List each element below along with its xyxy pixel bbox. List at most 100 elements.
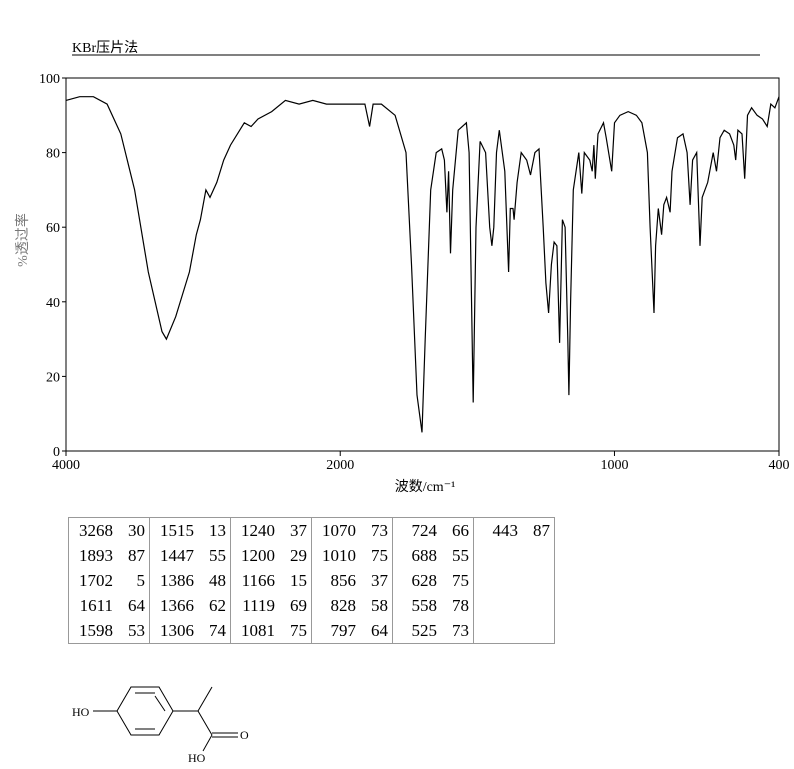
- peak-entry: 1447 55: [154, 543, 226, 568]
- chart-title: KBr压片法: [72, 40, 138, 56]
- peak-wavenumber: 1081: [241, 621, 275, 640]
- peak-wavenumber: 828: [330, 596, 357, 615]
- peak-transmittance: 55: [452, 546, 469, 565]
- peak-transmittance: 78: [452, 596, 469, 615]
- peak-wavenumber: 1366: [160, 596, 194, 615]
- peak-entry: 1240 37: [235, 518, 307, 543]
- peak-transmittance: 55: [209, 546, 226, 565]
- peak-wavenumber: 1070: [322, 521, 356, 540]
- peak-transmittance: 74: [209, 621, 226, 640]
- x-axis-label: 波数/cm⁻¹: [395, 479, 456, 495]
- peak-entry: 3268 30: [73, 518, 145, 543]
- plot-frame: [65, 77, 780, 452]
- x-tick-label: 1000: [600, 458, 628, 473]
- peak-entry: 1893 87: [73, 543, 145, 568]
- y-tick-label: 20: [46, 370, 60, 385]
- peak-transmittance: 87: [128, 546, 145, 565]
- peak-column: 1515 13 1447 55 1386 48 1366 62 1306 74: [149, 517, 231, 644]
- chart: KBr压片法 波数/cm⁻¹ %透过率 0 20 40 60 80 100 4000 2000…: [14, 40, 790, 495]
- peak-entry: 1070 73: [316, 518, 388, 543]
- atom-label: HO: [72, 705, 90, 719]
- peak-entry: 1366 62: [154, 593, 226, 618]
- peak-wavenumber: 1119: [242, 596, 275, 615]
- peak-entry: 1306 74: [154, 618, 226, 643]
- peak-wavenumber: 1611: [79, 596, 113, 615]
- peak-entry: 628 75: [397, 568, 470, 593]
- y-axis-label: %透过率: [14, 213, 31, 267]
- peak-column: 3268 30 1893 87 1702 5 1611 64 1598 53: [68, 517, 150, 644]
- peak-transmittance: 73: [452, 621, 469, 640]
- atom-label: O: [240, 728, 249, 742]
- peak-transmittance: 66: [452, 521, 469, 540]
- peak-transmittance: 53: [128, 621, 145, 640]
- peak-wavenumber: 1893: [79, 546, 113, 565]
- peak-transmittance: 75: [371, 546, 388, 565]
- peak-transmittance: 73: [371, 521, 388, 540]
- peak-wavenumber: 443: [492, 521, 519, 540]
- peak-transmittance: 75: [452, 571, 469, 590]
- peak-entry: 1166 15: [235, 568, 307, 593]
- structure: HO O HO: [72, 686, 249, 765]
- peak-column: 1240 37 1200 29 1166 15 1119 69 1081 75: [230, 517, 312, 644]
- peak-wavenumber: 1702: [79, 571, 113, 590]
- y-tick-label: 60: [46, 221, 60, 236]
- peak-wavenumber: 856: [330, 571, 357, 590]
- peak-entry: 856 37: [316, 568, 389, 593]
- peak-transmittance: 48: [209, 571, 226, 590]
- peak-wavenumber: 1306: [160, 621, 194, 640]
- peak-transmittance: 13: [209, 521, 226, 540]
- spectrum-line: [65, 96, 780, 433]
- peak-entry: 525 73: [397, 618, 470, 643]
- x-tick-label: 2000: [326, 458, 354, 473]
- peak-wavenumber: 525: [411, 621, 438, 640]
- peak-entry: 797 64: [316, 618, 389, 643]
- atom-label: HO: [188, 751, 206, 765]
- y-tick-label: 100: [39, 72, 60, 87]
- x-tick-label: 400: [769, 458, 790, 473]
- peak-wavenumber: 1598: [79, 621, 113, 640]
- peak-transmittance: 37: [371, 571, 388, 590]
- peak-column: 1070 73 1010 75 856 37 828 58 797 64: [311, 517, 393, 644]
- peak-table: 3268 30 1893 87 1702 5 1611 64 1598 53 1515 13 1447 5…: [68, 517, 555, 644]
- peak-wavenumber: 1200: [241, 546, 275, 565]
- peak-transmittance: 29: [290, 546, 307, 565]
- peak-entry: 1200 29: [235, 543, 307, 568]
- peak-transmittance: 30: [128, 521, 145, 540]
- peak-entry: 1010 75: [316, 543, 388, 568]
- peak-transmittance: 62: [209, 596, 226, 615]
- y-tick-label: 80: [46, 147, 60, 162]
- peak-wavenumber: 628: [411, 571, 438, 590]
- peak-entry: 1611 64: [73, 593, 145, 618]
- peak-wavenumber: 1515: [160, 521, 194, 540]
- peak-entry: 1081 75: [235, 618, 307, 643]
- peak-entry: 724 66: [397, 518, 470, 543]
- peak-entry: 558 78: [397, 593, 470, 618]
- peak-entry: 828 58: [316, 593, 389, 618]
- peak-entry: 1598 53: [73, 618, 145, 643]
- peak-entry: 1119 69: [235, 593, 307, 618]
- peak-wavenumber: 3268: [79, 521, 113, 540]
- peak-column: 443 87: [473, 517, 555, 644]
- peak-entry: 443 87: [478, 518, 551, 543]
- peak-transmittance: 69: [290, 596, 307, 615]
- peak-wavenumber: 797: [330, 621, 357, 640]
- peak-wavenumber: 1447: [160, 546, 194, 565]
- peak-entry: 1386 48: [154, 568, 226, 593]
- peak-transmittance: 75: [290, 621, 307, 640]
- peak-transmittance: 87: [533, 521, 550, 540]
- peak-transmittance: 64: [371, 621, 388, 640]
- peak-wavenumber: 1010: [322, 546, 356, 565]
- y-tick-label: 40: [46, 296, 60, 311]
- peak-wavenumber: 558: [411, 596, 438, 615]
- y-tick-label: 0: [53, 445, 60, 460]
- peak-entry: 688 55: [397, 543, 470, 568]
- peak-transmittance: 58: [371, 596, 388, 615]
- peak-transmittance: 15: [290, 571, 307, 590]
- peak-wavenumber: 724: [411, 521, 438, 540]
- peak-transmittance: 64: [128, 596, 145, 615]
- peak-entry: 1702 5: [73, 568, 145, 593]
- peak-column: 724 66 688 55 628 75 558 78 525 73: [392, 517, 474, 644]
- peak-transmittance: 37: [290, 521, 307, 540]
- peak-wavenumber: 1386: [160, 571, 194, 590]
